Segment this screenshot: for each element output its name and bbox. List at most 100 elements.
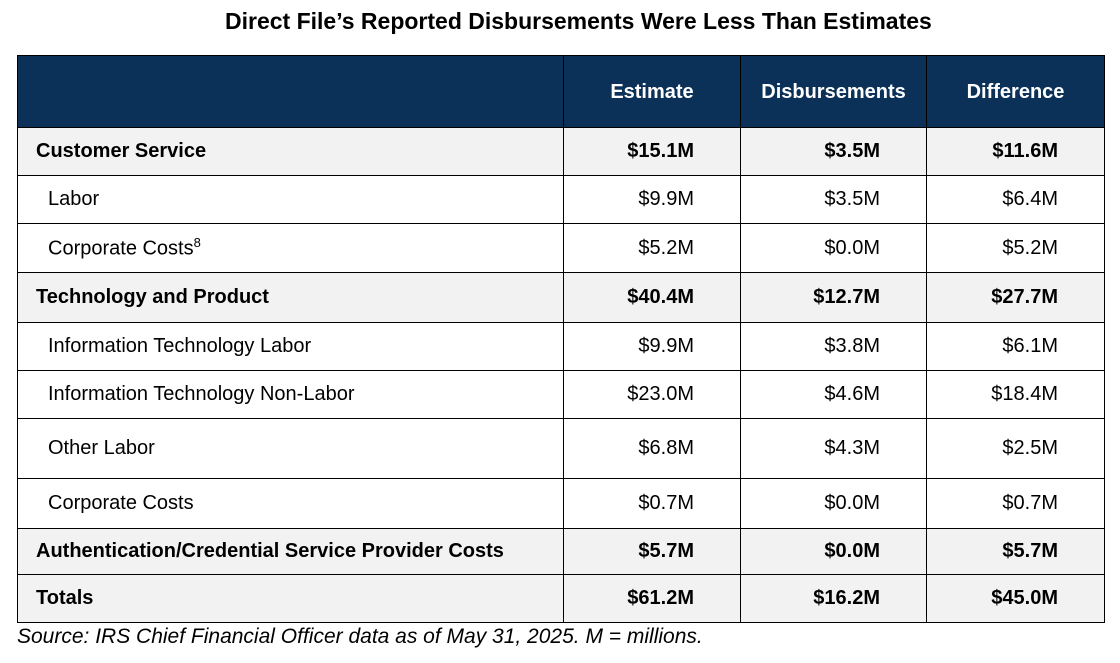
value-text: $6.1M (1002, 335, 1058, 357)
value-cell: $0.7M (563, 478, 741, 529)
value-text: $27.7M (991, 286, 1058, 308)
value-cell: $3.5M (740, 175, 927, 224)
value-cell: $3.5M (740, 127, 927, 176)
value-cell: $6.8M (563, 418, 741, 479)
value-text: $0.7M (638, 492, 694, 514)
value-text: $11.6M (992, 140, 1058, 162)
row-label: Labor (17, 175, 564, 224)
row-label: Other Labor (17, 418, 564, 479)
table-body: Customer Service $15.1M $3.5M $11.6M Labor $9… (17, 127, 1105, 623)
value-cell: $9.9M (563, 175, 741, 224)
table-row: Technology and Product $40.4M $12.7M $27.7M (17, 272, 1105, 323)
value-cell: $0.0M (740, 223, 927, 273)
row-label: Corporate Costs8 (17, 223, 564, 273)
value-cell: $9.9M (563, 322, 741, 371)
label-text: Technology and Product (36, 286, 269, 308)
value-text: $3.5M (824, 188, 880, 210)
table: Estimate Disbursements Difference Custom… (17, 55, 1105, 623)
value-text: $12.7M (813, 286, 880, 308)
value-text: $5.7M (1002, 540, 1058, 562)
value-cell: $23.0M (563, 370, 741, 419)
row-label: Totals (17, 574, 564, 623)
value-text: $15.1M (627, 140, 694, 162)
value-text: $9.9M (638, 335, 694, 357)
value-text: $18.4M (991, 383, 1058, 405)
header-cell: Difference (926, 55, 1105, 128)
value-text: $5.7M (638, 540, 694, 562)
row-label: Authentication/Credential Service Provid… (17, 528, 564, 575)
value-cell: $6.1M (926, 322, 1105, 371)
value-cell: $4.3M (740, 418, 927, 479)
value-text: $0.0M (824, 540, 880, 562)
value-cell: $3.8M (740, 322, 927, 371)
value-text: $5.2M (638, 236, 694, 259)
label-text: Corporate Costs (48, 237, 194, 260)
source-note: Source: IRS Chief Financial Officer data… (17, 625, 703, 648)
value-text: $0.7M (1002, 492, 1058, 514)
value-cell: $45.0M (926, 574, 1105, 623)
table-row: Information Technology Labor $9.9M $3.8M $6… (17, 322, 1105, 371)
row-label: Customer Service (17, 127, 564, 176)
label-text: Customer Service (36, 140, 207, 162)
label-text: Information Technology Non-Labor (48, 383, 355, 405)
value-text: $3.5M (824, 140, 880, 162)
row-label: Technology and Product (17, 272, 564, 323)
value-text: $6.8M (638, 437, 694, 459)
header-row: Estimate Disbursements Difference (17, 55, 1105, 128)
value-cell: $2.5M (926, 418, 1105, 479)
table-row: Corporate Costs8 $5.2M $0.0M $5.2M (17, 223, 1105, 273)
label-text: Totals (36, 587, 94, 609)
value-cell: $12.7M (740, 272, 927, 323)
footnote-ref: 8 (193, 235, 201, 251)
value-cell: $11.6M (926, 127, 1105, 176)
label-text: Authentication/Credential Service Provid… (36, 540, 504, 562)
header-cell: Disbursements (740, 55, 927, 128)
value-cell: $18.4M (926, 370, 1105, 419)
value-cell: $0.0M (740, 528, 927, 575)
value-cell: $5.7M (563, 528, 741, 575)
table-row: Other Labor $6.8M $4.3M $2.5M (17, 418, 1105, 479)
row-label: Corporate Costs (17, 478, 564, 529)
title: Direct File’s Reported Disbursements Wer… (225, 8, 932, 34)
value-cell: $15.1M (563, 127, 741, 176)
value-cell: $0.0M (740, 478, 927, 529)
table-row: Corporate Costs $0.7M $0.0M $0.7M (17, 478, 1105, 529)
value-cell: $61.2M (563, 574, 741, 623)
value-text: $0.0M (824, 236, 880, 259)
table-header: Estimate Disbursements Difference (17, 55, 1105, 128)
value-text: $23.0M (627, 383, 694, 405)
table-row: Customer Service $15.1M $3.5M $11.6M (17, 127, 1105, 176)
value-cell: $5.2M (563, 223, 741, 273)
table-row: Labor $9.9M $3.5M $6.4M (17, 175, 1105, 224)
value-text: $40.4M (627, 286, 694, 308)
table-row: Information Technology Non-Labor $23.0M $4… (17, 370, 1105, 419)
value-cell: $0.7M (926, 478, 1105, 529)
table-row: Authentication/Credential Service Provid… (17, 528, 1105, 575)
header-cell: Estimate (563, 55, 741, 128)
row-label: Information Technology Labor (17, 322, 564, 371)
value-text: $3.8M (824, 335, 880, 357)
value-cell: $6.4M (926, 175, 1105, 224)
value-cell: $5.2M (926, 223, 1105, 273)
value-text: $9.9M (638, 188, 694, 210)
value-cell: $40.4M (563, 272, 741, 323)
value-text: $4.6M (824, 383, 880, 405)
label-text: Other Labor (48, 437, 155, 459)
table-row: Totals $61.2M $16.2M $45.0M (17, 574, 1105, 623)
value-text: $6.4M (1002, 188, 1058, 210)
value-cell: $16.2M (740, 574, 927, 623)
value-cell: $4.6M (740, 370, 927, 419)
label-text: Corporate Costs (48, 492, 194, 514)
value-cell: $5.7M (926, 528, 1105, 575)
label-text: Information Technology Labor (48, 335, 312, 357)
value-text: $5.2M (1002, 236, 1058, 259)
value-text: $2.5M (1002, 437, 1058, 459)
value-cell: $27.7M (926, 272, 1105, 323)
row-label: Information Technology Non-Labor (17, 370, 564, 419)
value-text: $45.0M (991, 587, 1058, 609)
label-text: Labor (48, 188, 100, 210)
value-text: $4.3M (824, 437, 880, 459)
value-text: $61.2M (627, 587, 694, 609)
header-cell (17, 55, 564, 128)
